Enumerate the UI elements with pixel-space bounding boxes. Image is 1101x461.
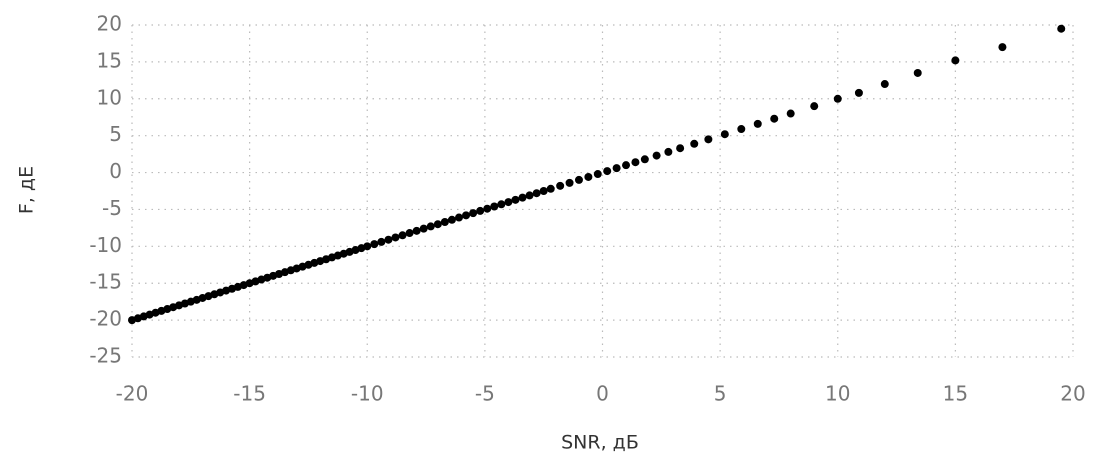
point [462, 211, 471, 220]
point [913, 68, 922, 77]
point [640, 155, 649, 164]
point [593, 170, 602, 179]
point [753, 119, 762, 128]
y-tick-label: 15 [97, 48, 122, 72]
x-axis-label: SNR, дБ [561, 432, 639, 454]
point [612, 164, 621, 173]
y-tick-label: -20 [89, 307, 122, 331]
point [419, 224, 428, 233]
point [690, 139, 699, 148]
x-tick-label: -5 [475, 382, 495, 406]
point [405, 229, 414, 238]
point [770, 114, 779, 123]
point [398, 231, 407, 240]
point [664, 147, 673, 156]
point [412, 226, 421, 235]
point [476, 206, 485, 215]
point [880, 80, 889, 89]
y-tick-label: 10 [97, 85, 122, 109]
y-tick-label: -25 [89, 344, 122, 368]
x-tick-label: 10 [825, 382, 850, 406]
point [574, 175, 583, 184]
x-tick-label: 20 [1060, 382, 1085, 406]
point [951, 56, 960, 65]
point [998, 43, 1007, 52]
x-tick-label: 0 [596, 382, 609, 406]
y-tick-label: -10 [89, 233, 122, 257]
point [518, 193, 527, 202]
point [622, 161, 631, 170]
point [469, 209, 478, 218]
x-tick-label: -10 [351, 382, 384, 406]
y-tick-label: -15 [89, 270, 122, 294]
point [363, 242, 372, 251]
point [440, 217, 449, 226]
x-tick-label: 15 [943, 382, 968, 406]
x-tick-label: 5 [714, 382, 727, 406]
y-axis-label: F, дЕ [16, 166, 38, 214]
point [810, 102, 819, 111]
point [704, 135, 713, 144]
x-tick-label: -20 [116, 382, 149, 406]
point [546, 184, 555, 193]
point [483, 204, 492, 213]
x-tick-label: -15 [233, 382, 266, 406]
point [454, 213, 463, 222]
point [532, 189, 541, 198]
point [433, 220, 442, 229]
y-tick-label: -5 [102, 196, 122, 220]
point [833, 94, 842, 103]
point [377, 237, 386, 246]
point [676, 144, 685, 153]
point [504, 198, 513, 207]
point [370, 240, 379, 249]
point [426, 222, 435, 231]
y-tick-label: 0 [109, 159, 122, 183]
point [720, 130, 729, 139]
point [631, 158, 640, 167]
point [854, 88, 863, 97]
point [1057, 24, 1066, 33]
point [447, 215, 456, 224]
y-tick-label: 20 [97, 12, 122, 36]
point [603, 167, 612, 176]
point [565, 178, 574, 187]
point [525, 191, 534, 200]
point [490, 202, 499, 211]
y-tick-label: 5 [109, 122, 122, 146]
point [497, 200, 506, 209]
point [737, 125, 746, 134]
point [652, 151, 661, 160]
point [384, 235, 393, 244]
point [786, 109, 795, 118]
point [556, 181, 565, 190]
point [391, 233, 400, 242]
point [539, 187, 548, 195]
point [511, 195, 520, 204]
point [584, 172, 593, 181]
